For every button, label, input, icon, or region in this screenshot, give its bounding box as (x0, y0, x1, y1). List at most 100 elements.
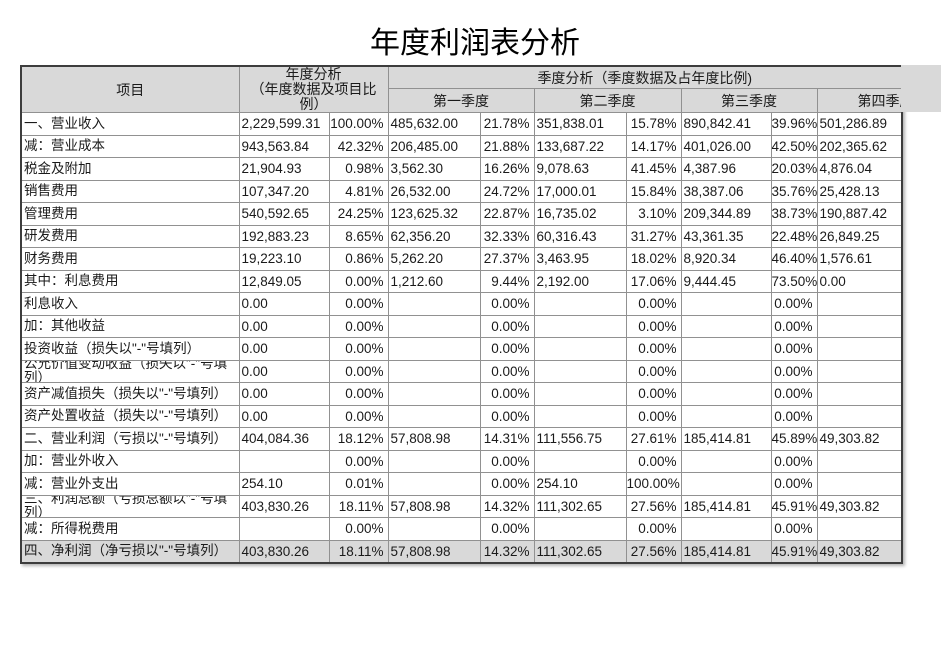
value-cell: 501,286.89 (816, 112, 903, 136)
percent-cell: 0.00% (328, 517, 389, 541)
value-cell: 185,414.81 (680, 494, 772, 518)
table-row: 财务费用 19,223.10 0.86% 5,262.20 27.37% 3,463.95… (20, 247, 903, 271)
row-label-cell: 税金及附加 (20, 157, 240, 181)
percent-cell: 24.25% (328, 202, 389, 226)
table-row: 四、净利润（净亏损以"-"号填列） 403,830.26 18.11% 57,808.… (20, 539, 903, 564)
row-label-cell: 资产减值损失（损失以"-"号填列） (20, 382, 240, 406)
value-cell (816, 404, 903, 428)
percent-cell: 0.01% (328, 472, 389, 496)
table-row: 减：营业成本 943,563.84 42.32% 206,485.00 21.88% 13… (20, 134, 903, 158)
value-cell: 107,347.20 (238, 179, 330, 203)
row-label: 加：其他收益 (24, 318, 105, 334)
percent-cell: 22.48% (770, 224, 818, 248)
value-cell: 38,387.06 (680, 179, 772, 203)
percent-cell: 0.00% (770, 314, 818, 338)
table-row: 三、利润总额（亏损总额以"-"号填列） 403,830.26 18.11% 57,80… (20, 494, 903, 518)
value-cell (533, 449, 627, 473)
table-row: 研发费用 192,883.23 8.65% 62,356.20 32.33% 60,316… (20, 224, 903, 248)
percent-cell: 18.11% (328, 539, 389, 564)
row-label-cell: 减：营业成本 (20, 134, 240, 158)
value-cell: 209,344.89 (680, 202, 772, 226)
value-cell: 2,192.00 (533, 269, 627, 293)
value-cell (816, 314, 903, 338)
value-cell: 403,830.26 (238, 494, 330, 518)
value-cell: 0.00 (238, 337, 330, 361)
table-row: 管理费用 540,592.65 24.25% 123,625.32 22.87% 16,7… (20, 202, 903, 226)
value-cell: 62,356.20 (387, 224, 481, 248)
percent-cell: 0.00% (479, 382, 535, 406)
profit-table-container: 项目 年度分析 （年度数据及项目比例） 季度分析（季度数据及占年度比例) 第一季… (20, 65, 943, 580)
percent-cell: 0.00% (328, 337, 389, 361)
value-cell: 485,632.00 (387, 112, 481, 136)
table-row: 销售费用 107,347.20 4.81% 26,532.00 24.72% 17,000… (20, 179, 903, 203)
value-cell: 3,463.95 (533, 247, 627, 271)
percent-cell: 4.81% (328, 179, 389, 203)
percent-cell: 32.33% (479, 224, 535, 248)
percent-cell: 18.12% (328, 427, 389, 451)
value-cell: 17,000.01 (533, 179, 627, 203)
table-row: 一、营业收入 2,229,599.31 100.00% 485,632.00 21.78… (20, 112, 903, 136)
percent-cell: 0.00% (479, 314, 535, 338)
value-cell (387, 292, 481, 316)
value-cell: 12,849.05 (238, 269, 330, 293)
value-cell (816, 449, 903, 473)
value-cell: 9,078.63 (533, 157, 627, 181)
table-row: 资产处置收益（损失以"-"号填列） 0.00 0.00% 0.00% 0.00% 0.00… (20, 404, 903, 428)
percent-cell: 0.00% (625, 449, 682, 473)
row-label-cell: 四、净利润（净亏损以"-"号填列） (20, 539, 240, 564)
percent-cell: 0.00% (625, 359, 682, 383)
table-row: 加：营业外收入 0.00% 0.00% 0.00% 0.00% (20, 449, 903, 473)
row-label-cell: 管理费用 (20, 202, 240, 226)
row-label-cell: 减：营业外支出 (20, 472, 240, 496)
percent-cell: 0.00% (479, 404, 535, 428)
value-cell: 185,414.81 (680, 427, 772, 451)
row-label-cell: 加：营业外收入 (20, 449, 240, 473)
percent-cell: 0.00% (328, 382, 389, 406)
percent-cell: 9.44% (479, 269, 535, 293)
row-label: 税金及附加 (24, 160, 92, 176)
value-cell (816, 472, 903, 496)
value-cell: 4,387.96 (680, 157, 772, 181)
row-label-cell: 利息收入 (20, 292, 240, 316)
row-label-cell: 三、利润总额（亏损总额以"-"号填列） (20, 494, 240, 518)
table-row: 减：营业外支出 254.10 0.01% 0.00% 254.10 100.00% 0.00… (20, 472, 903, 496)
value-cell (533, 314, 627, 338)
percent-cell: 0.00% (625, 382, 682, 406)
percent-cell: 27.56% (625, 494, 682, 518)
row-label: 其中：利息费用 (24, 273, 119, 289)
value-cell (533, 292, 627, 316)
value-cell (680, 314, 772, 338)
value-cell (387, 517, 481, 541)
row-label-cell: 投资收益（损失以"-"号填列） (20, 337, 240, 361)
percent-cell: 20.03% (770, 157, 818, 181)
percent-cell: 0.00% (770, 404, 818, 428)
percent-cell: 0.00% (770, 449, 818, 473)
percent-cell: 18.11% (328, 494, 389, 518)
percent-cell: 0.00% (625, 337, 682, 361)
percent-cell: 0.00% (328, 314, 389, 338)
table-row: 利息收入 0.00 0.00% 0.00% 0.00% 0.00% (20, 292, 903, 316)
value-cell: 401,026.00 (680, 134, 772, 158)
row-label: 减：营业成本 (24, 138, 105, 154)
value-cell (387, 382, 481, 406)
percent-cell: 0.00% (625, 314, 682, 338)
value-cell: 0.00 (238, 382, 330, 406)
percent-cell: 0.00% (479, 359, 535, 383)
percent-cell: 0.00% (328, 449, 389, 473)
table-row: 其中：利息费用 12,849.05 0.00% 1,212.60 9.44% 2,192.… (20, 269, 903, 293)
percent-cell: 41.45% (625, 157, 682, 181)
value-cell: 540,592.65 (238, 202, 330, 226)
row-label-cell: 财务费用 (20, 247, 240, 271)
row-label-cell: 公允价值变动收益（损失以"-"号填列） (20, 359, 240, 383)
value-cell: 19,223.10 (238, 247, 330, 271)
row-label: 减：所得税费用 (24, 520, 119, 536)
percent-cell: 22.87% (479, 202, 535, 226)
percent-cell: 42.32% (328, 134, 389, 158)
value-cell: 185,414.81 (680, 539, 772, 564)
value-cell: 254.10 (238, 472, 330, 496)
value-cell (387, 337, 481, 361)
value-cell (238, 517, 330, 541)
value-cell: 0.00 (238, 314, 330, 338)
table-header: 项目 年度分析 （年度数据及项目比例） 季度分析（季度数据及占年度比例) 第一季… (20, 65, 903, 113)
value-cell: 26,849.25 (816, 224, 903, 248)
